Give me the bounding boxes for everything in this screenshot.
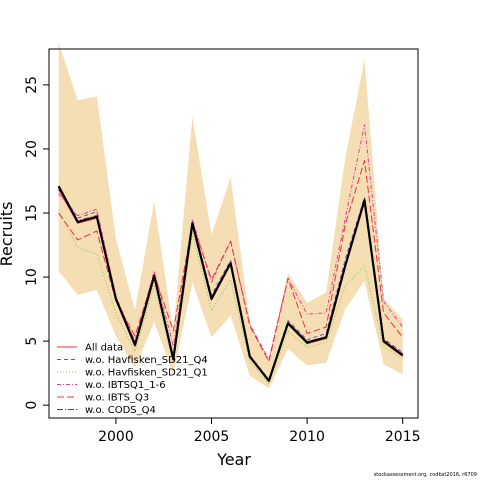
series-line-3 xyxy=(58,210,403,384)
y-tick-label: 5 xyxy=(24,337,40,346)
y-tick-label: 0 xyxy=(24,401,40,410)
y-axis: 0 5 10 15 20 25 xyxy=(24,76,49,410)
legend-label: All data xyxy=(85,343,123,354)
plot-frame xyxy=(48,48,419,419)
series-line-5 xyxy=(58,160,404,363)
y-tick-label: 25 xyxy=(24,76,40,94)
y-tick-label: 10 xyxy=(24,268,40,286)
series-line-0 xyxy=(57,185,404,382)
x-axis-label: Year xyxy=(216,450,251,469)
y-tick-label: 20 xyxy=(24,140,40,158)
legend-label: w.o. CODS_Q4 xyxy=(85,405,156,416)
x-tick-label: 2005 xyxy=(194,429,230,445)
y-axis-label: Recruits xyxy=(0,202,16,267)
x-axis: 2000 2005 2010 2015 xyxy=(98,418,421,445)
x-tick-label: 2000 xyxy=(98,429,134,445)
legend-label: w.o. IBTSQ1_1-6 xyxy=(85,380,166,391)
series-layer xyxy=(57,124,404,384)
footer-credit: stockassessment.org, codkat2016, r6709 xyxy=(373,472,477,478)
legend-label: w.o. Havfisken_SD21_Q4 xyxy=(85,355,208,366)
x-tick-label: 2010 xyxy=(289,429,325,445)
legend-label: w.o. Havfisken_SD21_Q1 xyxy=(85,368,208,379)
x-tick-label: 2015 xyxy=(385,429,421,445)
y-tick-label: 15 xyxy=(24,204,40,222)
confidence-band-layer xyxy=(58,42,403,389)
legend-label: w.o. IBTS_Q3 xyxy=(85,393,149,404)
confidence-band xyxy=(58,42,403,389)
